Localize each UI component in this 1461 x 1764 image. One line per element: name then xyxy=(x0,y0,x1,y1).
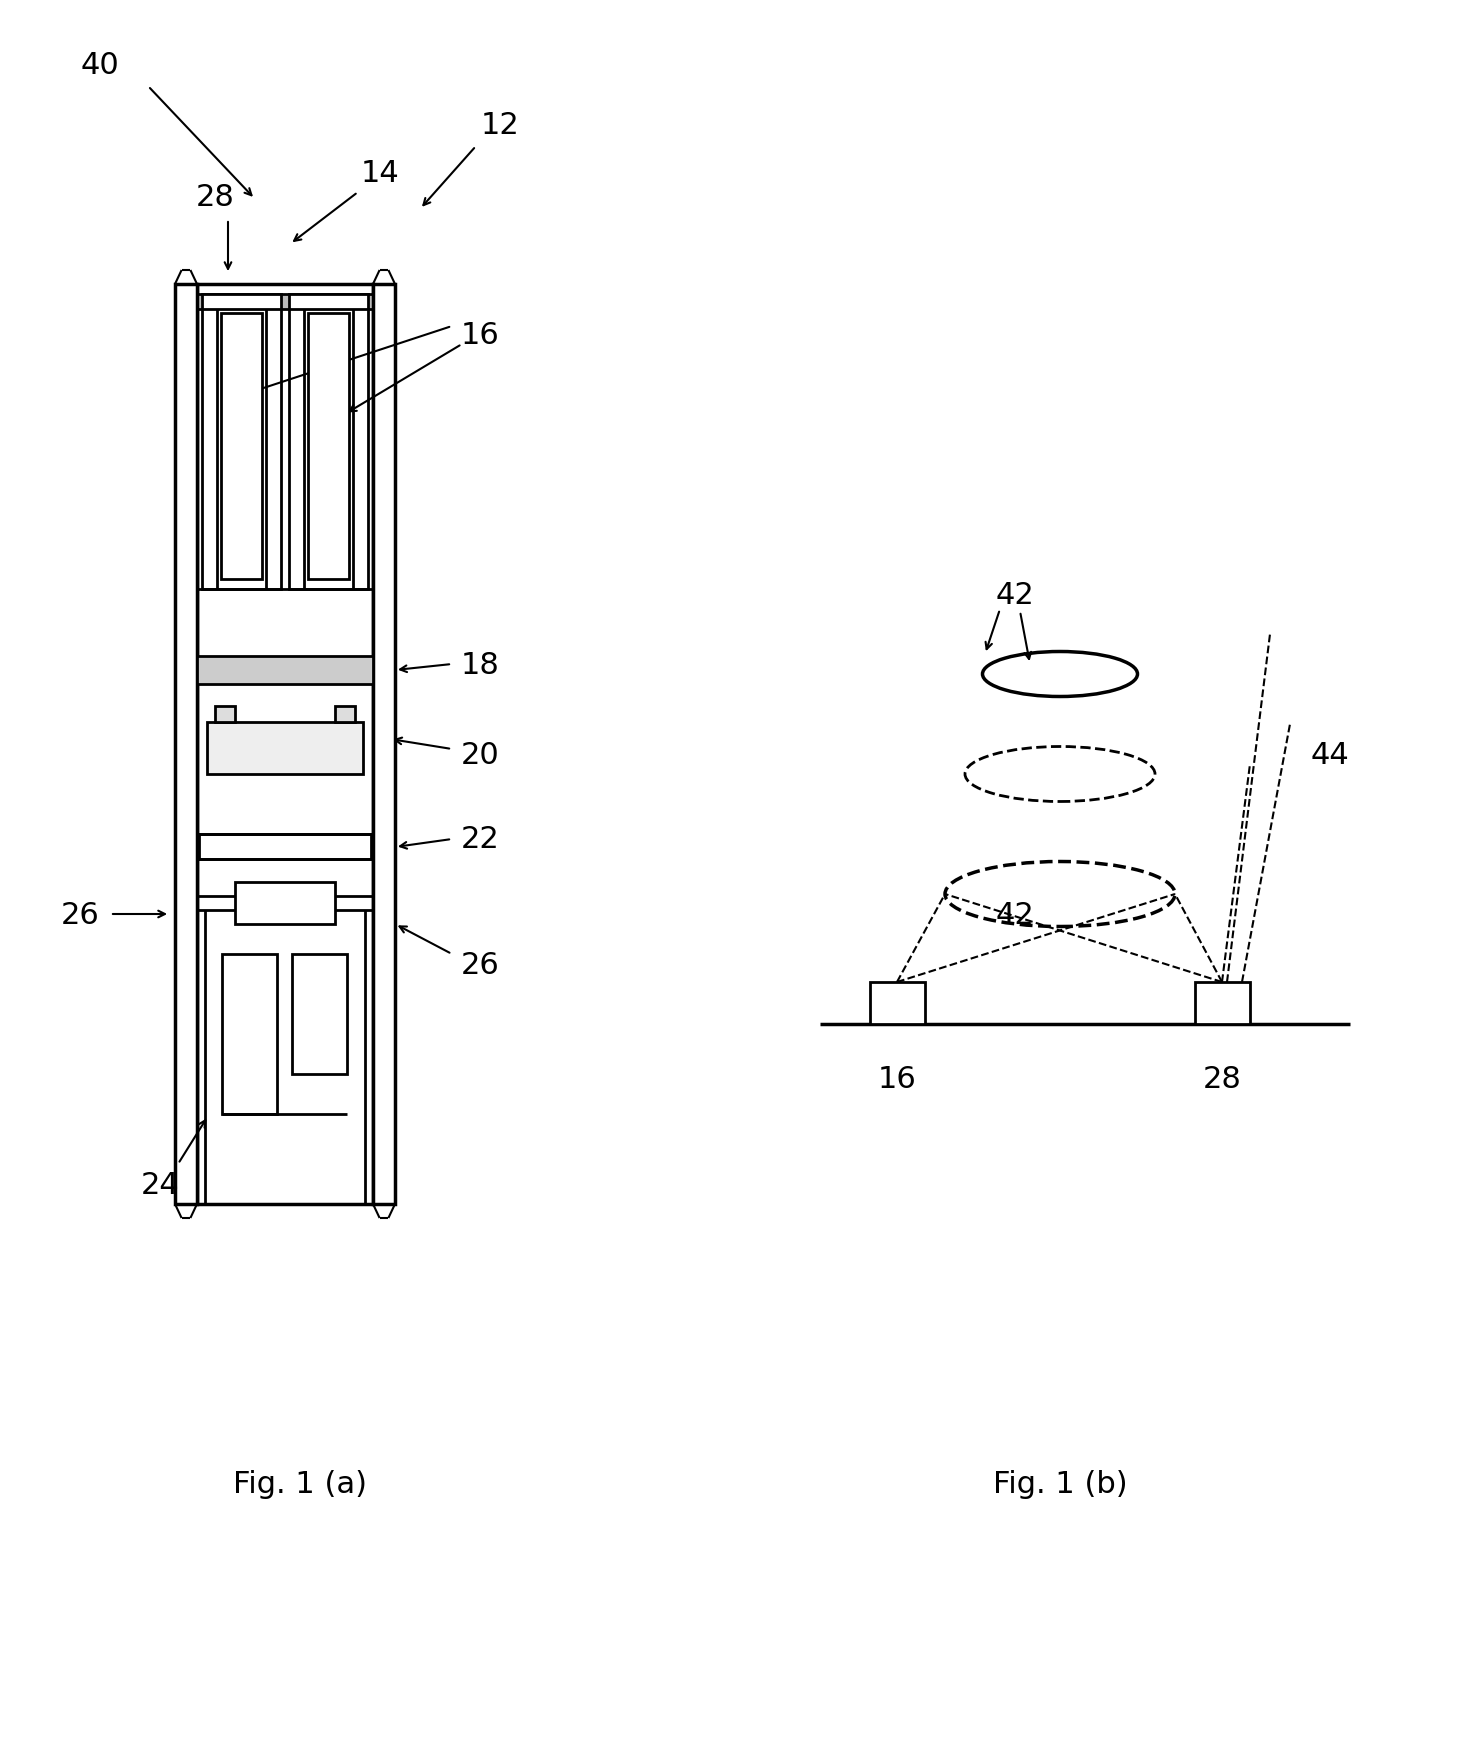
Bar xyxy=(215,707,235,723)
Bar xyxy=(869,983,925,1025)
Bar xyxy=(175,284,197,1205)
Text: Fig. 1 (a): Fig. 1 (a) xyxy=(232,1469,367,1499)
Bar xyxy=(197,284,373,1205)
Text: 26: 26 xyxy=(460,951,500,979)
Bar xyxy=(197,295,373,310)
Text: 42: 42 xyxy=(995,580,1034,609)
Text: 14: 14 xyxy=(361,159,399,187)
Text: 20: 20 xyxy=(460,741,500,769)
Bar xyxy=(221,314,262,580)
Text: 24: 24 xyxy=(140,1170,180,1200)
Bar xyxy=(335,707,355,723)
Text: 18: 18 xyxy=(460,651,500,679)
Text: Fig. 1 (b): Fig. 1 (b) xyxy=(992,1469,1128,1499)
Bar xyxy=(292,954,348,1074)
Bar xyxy=(207,723,362,774)
Bar xyxy=(197,656,373,684)
Text: 22: 22 xyxy=(460,826,500,854)
Text: 28: 28 xyxy=(196,182,234,212)
Bar xyxy=(308,314,349,580)
Bar xyxy=(373,284,394,1205)
Bar xyxy=(289,295,368,589)
Bar xyxy=(235,882,335,924)
Text: 42: 42 xyxy=(995,900,1034,930)
Text: 44: 44 xyxy=(1311,741,1350,769)
Text: 12: 12 xyxy=(481,111,519,139)
Bar xyxy=(202,295,281,589)
Text: 40: 40 xyxy=(80,51,120,79)
Text: 26: 26 xyxy=(60,900,99,930)
Text: 28: 28 xyxy=(1202,1065,1242,1094)
Bar xyxy=(222,954,278,1115)
Text: 16: 16 xyxy=(878,1065,916,1094)
Bar xyxy=(1195,983,1251,1025)
Text: 16: 16 xyxy=(460,321,500,349)
Bar xyxy=(199,834,371,859)
